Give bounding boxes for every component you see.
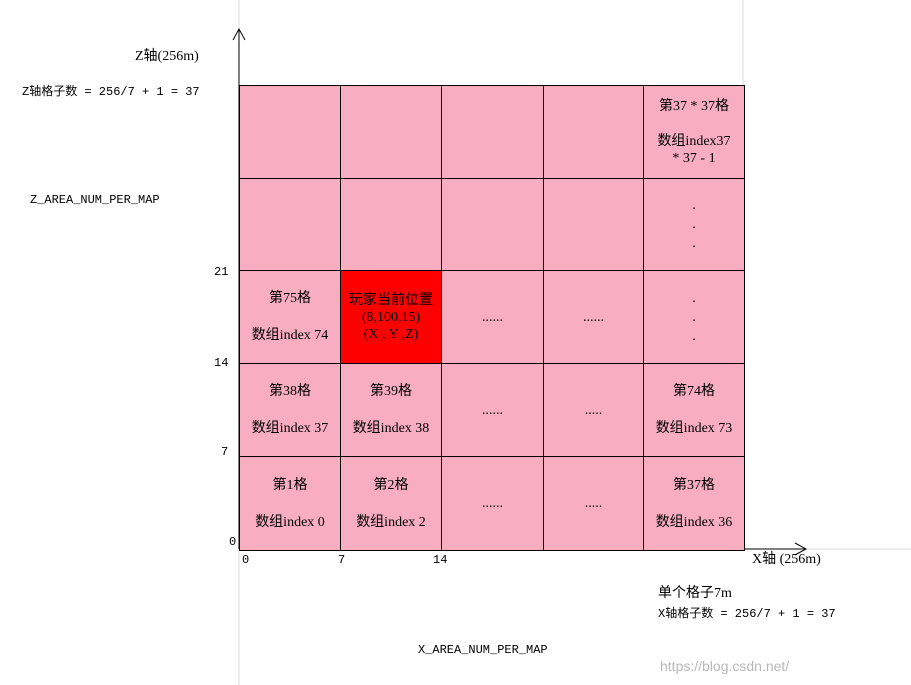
cell-text: 第38格 <box>269 384 311 399</box>
cell-text: ...... <box>583 309 604 325</box>
cell-text: . <box>692 328 696 344</box>
x-axis-title: X轴 (256m) <box>752 552 821 567</box>
cell-text: ...... <box>482 309 503 325</box>
cell-text: 第74格 <box>673 384 715 399</box>
grid-cell: 第74格数组index 73 <box>643 363 745 457</box>
cell-text: 第37 * 37格 <box>659 98 729 114</box>
cell-text: 第1格 <box>272 477 308 493</box>
grid-cell: 第37 * 37格 数组index37 * 37 - 1 <box>643 85 745 179</box>
grid-cell <box>543 85 644 179</box>
cell-text: 数组index 0 <box>255 514 325 530</box>
grid-cell: 第39格数组index 38 <box>340 363 442 457</box>
cell-text: ..... <box>584 402 603 418</box>
grid-cell: ...... <box>441 456 544 551</box>
grid-cell <box>441 85 544 179</box>
cell-text: ...... <box>482 402 503 418</box>
grid-cell <box>340 85 442 179</box>
cell-text: ...... <box>482 496 503 511</box>
x-tick: 0 <box>242 553 250 567</box>
grid-cell: 玩家当前位置 (8,100,15) (X , Y ,Z) <box>340 270 442 364</box>
z-constant: Z_AREA_NUM_PER_MAP <box>30 193 160 207</box>
cell-text: * 37 - 1 <box>672 150 716 166</box>
x-constant: X_AREA_NUM_PER_MAP <box>418 643 548 657</box>
cell-text: 玩家当前位置 <box>349 292 433 308</box>
grid-cell: ...... <box>441 270 544 364</box>
cell-text: . <box>692 217 696 232</box>
z-count-note: Z轴格子数 = 256/7 + 1 = 37 <box>22 85 200 99</box>
grid-cell: ... <box>643 270 745 364</box>
cell-text: 第2格 <box>373 477 409 493</box>
grid-cell: ..... <box>543 363 644 457</box>
cell-text: (X , Y ,Z) <box>363 326 419 342</box>
grid-cell: 第2格数组index 2 <box>340 456 442 551</box>
grid-cell <box>340 178 442 271</box>
x-arrow <box>794 542 808 556</box>
grid-cell: 第1格数组index 0 <box>239 456 341 551</box>
grid-cell: ...... <box>543 270 644 364</box>
grid-cell: 第37格数组index 36 <box>643 456 745 551</box>
grid-cell: 第38格数组index 37 <box>239 363 341 457</box>
cell-text: 数组index 38 <box>352 421 430 436</box>
x-tick: 14 <box>433 553 448 567</box>
grid-cell <box>239 178 341 271</box>
x-count-note: X轴格子数 = 256/7 + 1 = 37 <box>658 607 836 621</box>
cell-text: 数组index 73 <box>655 421 733 436</box>
grid-cell <box>239 85 341 179</box>
cell-text: 数组index 2 <box>356 514 426 530</box>
grid-cell <box>543 178 644 271</box>
watermark: https://blog.csdn.net/ <box>660 658 790 674</box>
cell-text: . <box>692 290 696 306</box>
cell-text: 数组index 37 <box>251 421 329 436</box>
cell-text: . <box>692 309 696 325</box>
x-tick: 7 <box>338 553 346 567</box>
z-tick: 14 <box>214 356 229 370</box>
cell-text: 第39格 <box>370 384 412 399</box>
cell-text: 数组index 74 <box>251 328 329 343</box>
cell-text: 第75格 <box>269 291 311 306</box>
cell-text: . <box>692 198 696 213</box>
cell-text: . <box>692 236 696 251</box>
grid-cell <box>441 178 544 271</box>
grid-cell: 第75格数组index 74 <box>239 270 341 364</box>
cell-text: 数组index 36 <box>655 514 733 530</box>
cell-size-note: 单个格子7m <box>658 586 732 601</box>
z-axis-title: Z轴(256m) <box>135 49 199 64</box>
cell-text: (8,100,15) <box>361 309 421 325</box>
grid-cell: ... <box>643 178 745 271</box>
z-arrow <box>232 27 246 41</box>
z-tick: 21 <box>214 265 229 279</box>
z-tick: 0 <box>229 535 237 549</box>
cell-text: 数组index37 <box>657 133 731 149</box>
cell-text: ..... <box>584 496 603 511</box>
z-tick: 7 <box>221 445 229 459</box>
grid-cell: ..... <box>543 456 644 551</box>
cell-text: 第37格 <box>673 477 715 493</box>
grid-cell: ...... <box>441 363 544 457</box>
